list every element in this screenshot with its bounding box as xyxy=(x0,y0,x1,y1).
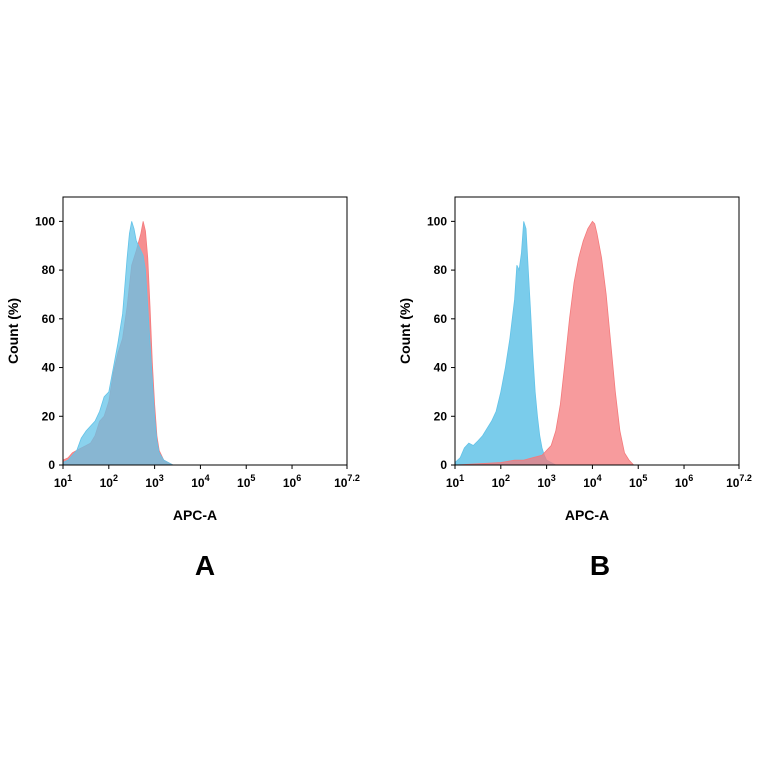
plot-frame xyxy=(62,196,348,466)
plot-frame xyxy=(454,196,740,466)
y-tick-label: 80 xyxy=(42,263,56,277)
y-tick-label: 80 xyxy=(434,263,448,277)
y-tick-label: 40 xyxy=(434,361,448,375)
x-tick-label: 104 xyxy=(191,473,209,490)
histogram-series-1 xyxy=(454,221,556,466)
histogram-series-2 xyxy=(62,221,174,466)
x-tick-label: 101 xyxy=(446,473,464,490)
x-tick-label: 106 xyxy=(283,473,301,490)
y-tick-label: 100 xyxy=(35,214,55,228)
x-tick-label: 103 xyxy=(537,473,555,490)
x-axis-title: APC-A xyxy=(565,507,609,523)
y-tick-label: 0 xyxy=(440,458,447,472)
y-axis-title: Count (%) xyxy=(5,298,21,364)
panel-label: A xyxy=(195,550,215,581)
y-tick-label: 20 xyxy=(434,409,448,423)
y-tick-label: 60 xyxy=(434,312,448,326)
x-tick-label: 107.2 xyxy=(726,473,752,490)
x-tick-label: 104 xyxy=(583,473,601,490)
histogram-series-2 xyxy=(454,220,635,466)
panel-label: B xyxy=(590,550,610,581)
x-tick-label: 101 xyxy=(54,473,72,490)
x-tick-label: 105 xyxy=(237,473,255,490)
histogram-panel-a: 0 20 40 60 80 100 101 102 103 104 105 106 107.2 APC-A… xyxy=(5,196,360,581)
x-tick-label: 106 xyxy=(675,473,693,490)
y-tick-label: 40 xyxy=(42,361,56,375)
x-tick-label: 107.2 xyxy=(334,473,360,490)
x-tick-label: 102 xyxy=(100,473,118,490)
y-axis-title: Count (%) xyxy=(397,298,413,364)
x-tick-label: 105 xyxy=(629,473,647,490)
x-tick-label: 102 xyxy=(492,473,510,490)
x-axis-title: APC-A xyxy=(173,507,217,523)
y-tick-label: 60 xyxy=(42,312,56,326)
x-tick-label: 103 xyxy=(145,473,163,490)
y-tick-label: 20 xyxy=(42,409,56,423)
y-tick-label: 100 xyxy=(427,214,447,228)
histogram-panel-b: 0 20 40 60 80 100 101 102 103 104 105 106 107.2 APC-A… xyxy=(397,196,752,581)
y-tick-label: 0 xyxy=(48,458,55,472)
